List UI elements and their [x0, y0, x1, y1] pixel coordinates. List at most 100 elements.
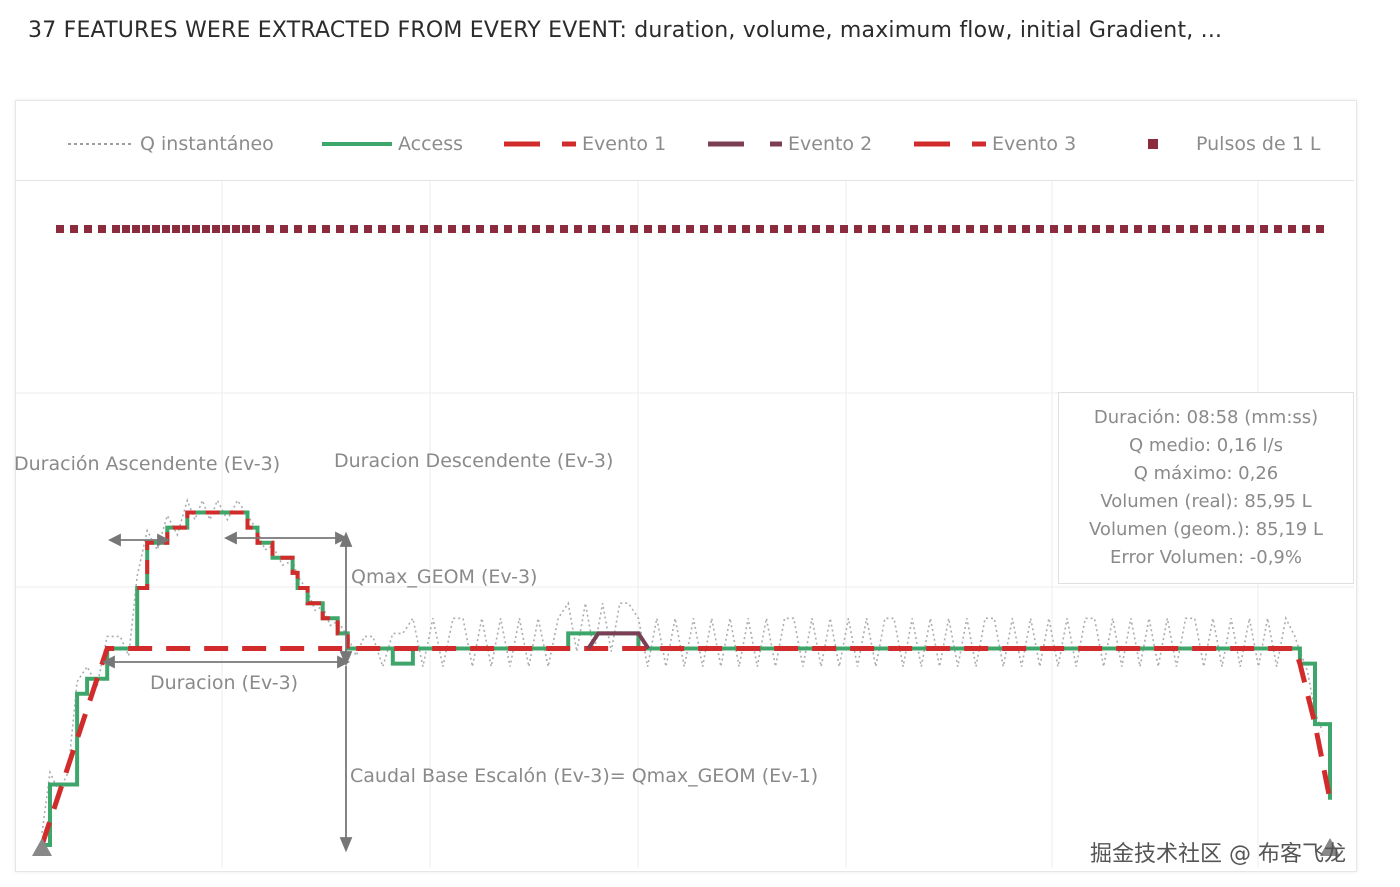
slide-title: 37 FEATURES WERE EXTRACTED FROM EVERY EV…: [28, 18, 1223, 43]
evento-2-line: [586, 631, 651, 650]
pulse-marker: [532, 225, 540, 233]
pulse-marker: [212, 225, 220, 233]
pulse-marker: [1106, 225, 1114, 233]
pulse-marker: [644, 225, 652, 233]
arrowhead: [101, 655, 115, 669]
pulse-marker: [70, 225, 78, 233]
solid-line-icon: [322, 142, 392, 146]
pulse-marker: [462, 225, 470, 233]
legend-label: Q instantáneo: [140, 133, 274, 155]
arrowhead: [223, 531, 237, 545]
pulse-marker: [232, 225, 240, 233]
info-volumen-geom: Volumen (geom.): 85,19 L: [1089, 519, 1323, 540]
pulse-marker: [840, 225, 848, 233]
pulse-marker: [756, 225, 764, 233]
pulse-marker: [896, 225, 904, 233]
pulse-marker: [420, 225, 428, 233]
arrowhead: [339, 651, 353, 667]
legend-item-evento-1: Evento 1: [504, 130, 666, 158]
pulse-marker: [686, 225, 694, 233]
pulse-marker: [322, 225, 330, 233]
pulse-marker: [350, 225, 358, 233]
pulse-marker: [728, 225, 736, 233]
pulse-marker: [952, 225, 960, 233]
pulse-marker: [854, 225, 862, 233]
info-box: Duración: 08:58 (mm:ss) Q medio: 0,16 l/…: [1058, 392, 1354, 584]
annotation-caudal-base: Caudal Base Escalón (Ev-3)= Qmax_GEOM (E…: [350, 765, 819, 787]
pulse-marker: [826, 225, 834, 233]
square-marker-icon: [1148, 139, 1158, 149]
pulse-marker: [924, 225, 932, 233]
pulse-marker: [812, 225, 820, 233]
pulse-marker: [172, 225, 180, 233]
annotation-arrows: [101, 531, 353, 853]
pulse-marker: [1064, 225, 1072, 233]
pulse-marker: [910, 225, 918, 233]
pulse-marker: [202, 225, 210, 233]
info-volumen-real: Volumen (real): 85,95 L: [1100, 491, 1312, 512]
legend-item-q-instantaneo: Q instantáneo: [68, 130, 274, 158]
pulse-markers: [56, 225, 1324, 233]
pulse-marker: [588, 225, 596, 233]
pulse-marker: [242, 225, 250, 233]
pulse-marker: [560, 225, 568, 233]
pulse-marker: [252, 225, 260, 233]
pulse-marker: [1232, 225, 1240, 233]
pulse-marker: [1022, 225, 1030, 233]
legend-item-pulsos: Pulsos de 1 L: [1148, 130, 1320, 158]
pulse-marker: [574, 225, 582, 233]
pulse-marker: [378, 225, 386, 233]
pulse-marker: [142, 225, 150, 233]
pulse-marker: [490, 225, 498, 233]
pulse-marker: [994, 225, 1002, 233]
dashed-line-icon: [708, 141, 782, 147]
pulse-marker: [1148, 225, 1156, 233]
access-line: [42, 510, 1332, 847]
arrowhead: [157, 533, 171, 547]
pulse-marker: [56, 225, 64, 233]
pulse-marker: [658, 225, 666, 233]
pulse-marker: [700, 225, 708, 233]
pulse-marker: [504, 225, 512, 233]
evento-1-line: [39, 646, 1333, 846]
pulse-marker: [882, 225, 890, 233]
pulse-marker: [630, 225, 638, 233]
pulse-marker: [294, 225, 302, 233]
pulse-marker: [1092, 225, 1100, 233]
pulse-marker: [1316, 225, 1324, 233]
info-error-volumen: Error Volumen: -0,9%: [1110, 547, 1302, 568]
legend-label: Evento 1: [582, 133, 667, 155]
pulse-marker: [980, 225, 988, 233]
pulse-marker: [182, 225, 190, 233]
dashed-line-icon: [504, 141, 576, 147]
pulse-marker: [162, 225, 170, 233]
pulse-marker: [84, 225, 92, 233]
pulse-marker: [1218, 225, 1226, 233]
pulse-marker: [966, 225, 974, 233]
pulse-marker: [1274, 225, 1282, 233]
dashed-line-icon: [914, 141, 986, 147]
pulse-marker: [1036, 225, 1044, 233]
pulse-marker: [1204, 225, 1212, 233]
pulse-marker: [1176, 225, 1184, 233]
pulse-marker: [602, 225, 610, 233]
pulse-marker: [1134, 225, 1142, 233]
pulse-marker: [1078, 225, 1086, 233]
pulse-marker: [1162, 225, 1170, 233]
pulse-marker: [1120, 225, 1128, 233]
pulse-marker: [122, 225, 130, 233]
legend-item-access: Access: [322, 130, 463, 158]
pulse-marker: [1302, 225, 1310, 233]
pulse-marker: [1008, 225, 1016, 233]
pulse-marker: [336, 225, 344, 233]
legend-label: Pulsos de 1 L: [1196, 133, 1321, 155]
legend-label: Evento 3: [992, 133, 1077, 155]
pulse-marker: [616, 225, 624, 233]
pulse-marker: [546, 225, 554, 233]
pulse-marker: [152, 225, 160, 233]
q-instantaneo-line: [41, 497, 1324, 834]
info-q-maximo: Q máximo: 0,26: [1133, 463, 1279, 484]
dotted-line-icon: [68, 143, 134, 145]
pulse-marker: [1246, 225, 1254, 233]
